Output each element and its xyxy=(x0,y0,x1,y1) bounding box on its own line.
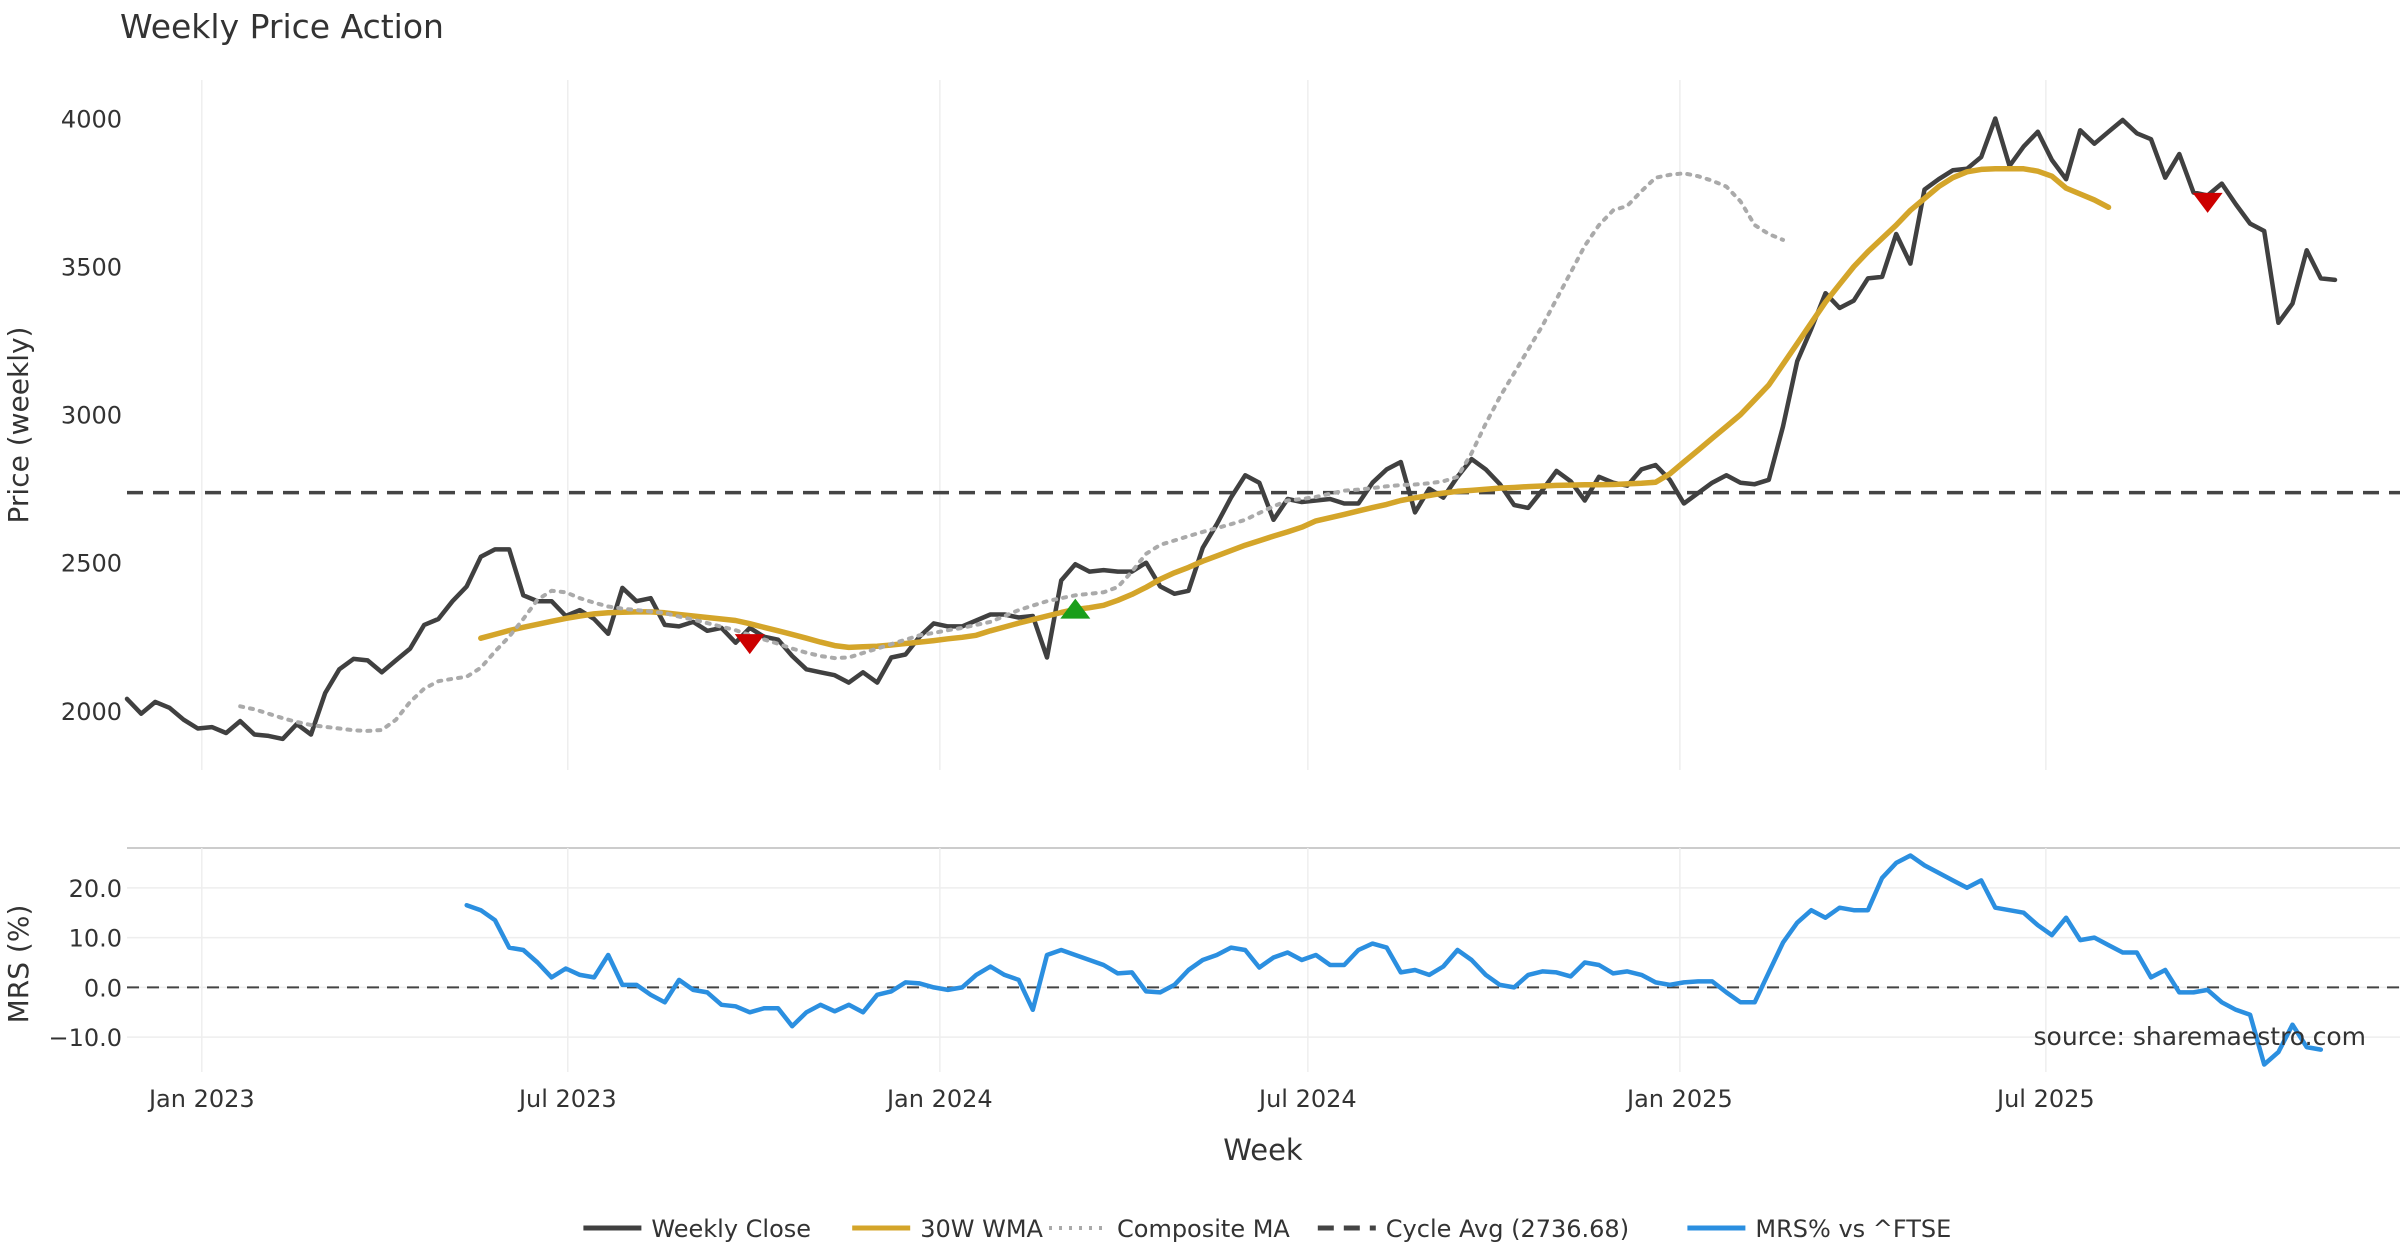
x-tick-label: Jan 2023 xyxy=(147,1085,255,1113)
price-y-axis: 2000 2500 3000 3500 4000 xyxy=(61,105,122,725)
buy-signal-marker xyxy=(1060,598,1091,619)
chart-title: Weekly Price Action xyxy=(120,7,444,46)
mrs-y-tick-label: 0.0 xyxy=(84,974,122,1002)
sell-signal-marker xyxy=(2192,192,2223,213)
series-line-30w-wma xyxy=(478,166,2112,651)
legend-label: MRS% vs ^FTSE xyxy=(1755,1215,1951,1243)
x-tick-label: Jul 2023 xyxy=(517,1085,617,1113)
x-axis-label: Week xyxy=(1223,1133,1303,1167)
x-axis: Jan 2023 Jul 2023 Jan 2024 Jul 2024 Jan 2025… xyxy=(147,1085,2095,1113)
mrs-panel-series xyxy=(464,853,2324,1067)
price-panel-series xyxy=(124,116,2338,742)
price-y-tick-label: 3000 xyxy=(61,402,122,430)
legend-label: Composite MA xyxy=(1117,1215,1290,1243)
mrs-y-axis-label: MRS (%) xyxy=(2,905,35,1024)
series-line-mrs-vs-ftse xyxy=(464,853,2324,1067)
source-note: source: sharemaestro.com xyxy=(2034,1022,2367,1051)
series-line-composite-ma xyxy=(238,171,1785,733)
price-y-axis-label: Price (weekly) xyxy=(2,327,35,524)
x-tick-label: Jan 2025 xyxy=(1625,1085,1733,1113)
x-tick-label: Jul 2025 xyxy=(1995,1085,2095,1113)
legend: Weekly Close 30W WMA Composite MA Cycle Avg… xyxy=(583,1215,1951,1243)
mrs-panel-grid xyxy=(127,848,2400,1072)
mrs-y-axis: −10.0 0.0 10.0 20.0 xyxy=(48,875,122,1052)
price-y-tick-label: 3500 xyxy=(61,254,122,282)
price-y-tick-label: 4000 xyxy=(61,105,122,133)
price-y-tick-label: 2500 xyxy=(61,550,122,578)
x-tick-label: Jan 2024 xyxy=(885,1085,993,1113)
price-y-tick-label: 2000 xyxy=(61,698,122,726)
price-panel-grid xyxy=(201,80,2047,770)
mrs-y-tick-label: 20.0 xyxy=(69,875,122,903)
legend-label: Weekly Close xyxy=(651,1215,811,1243)
legend-label: Cycle Avg (2736.68) xyxy=(1386,1215,1629,1243)
sell-signal-marker xyxy=(734,634,765,655)
mrs-y-tick-label: −10.0 xyxy=(48,1024,122,1052)
signal-markers xyxy=(734,192,2223,655)
legend-label: 30W WMA xyxy=(920,1215,1043,1243)
mrs-y-tick-label: 10.0 xyxy=(69,925,122,953)
x-tick-label: Jul 2024 xyxy=(1257,1085,1357,1113)
series-line-weekly-close xyxy=(124,116,2338,742)
